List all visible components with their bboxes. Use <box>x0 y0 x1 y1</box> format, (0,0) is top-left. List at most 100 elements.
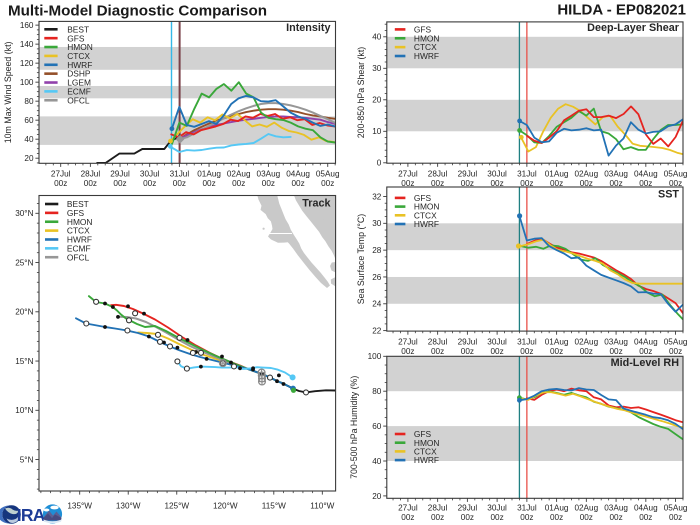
svg-text:00z: 00z <box>401 347 414 356</box>
svg-text:HMON: HMON <box>67 42 93 52</box>
svg-text:120°W: 120°W <box>213 501 238 510</box>
svg-text:100: 100 <box>20 78 34 87</box>
svg-text:15°N: 15°N <box>15 357 33 366</box>
svg-text:00z: 00z <box>54 179 67 188</box>
svg-text:31Jul: 31Jul <box>170 169 190 178</box>
svg-text:00z: 00z <box>232 179 245 188</box>
svg-text:40: 40 <box>372 33 382 42</box>
svg-text:00z: 00z <box>291 179 304 188</box>
svg-text:00z: 00z <box>639 513 652 522</box>
svg-text:20: 20 <box>24 154 34 163</box>
svg-text:32: 32 <box>372 192 382 201</box>
svg-text:00z: 00z <box>580 513 593 522</box>
svg-text:03Aug: 03Aug <box>604 503 628 512</box>
svg-text:OFCL: OFCL <box>67 95 90 105</box>
svg-text:29Jul: 29Jul <box>458 337 478 346</box>
svg-text:00z: 00z <box>401 513 414 522</box>
svg-text:115°W: 115°W <box>262 501 286 510</box>
svg-text:00z: 00z <box>520 513 533 522</box>
svg-text:02Aug: 02Aug <box>574 169 598 178</box>
svg-text:00z: 00z <box>490 179 503 188</box>
svg-text:05Aug: 05Aug <box>316 169 340 178</box>
svg-text:130°W: 130°W <box>116 501 141 510</box>
svg-text:60: 60 <box>372 422 382 431</box>
svg-text:00z: 00z <box>520 347 533 356</box>
svg-text:00z: 00z <box>113 179 126 188</box>
svg-text:Multi-Model Diagnostic Compari: Multi-Model Diagnostic Comparison <box>8 3 267 20</box>
svg-text:DSHP: DSHP <box>67 69 91 79</box>
svg-text:05Aug: 05Aug <box>664 337 688 346</box>
svg-text:05Aug: 05Aug <box>664 503 688 512</box>
svg-text:00z: 00z <box>669 513 682 522</box>
svg-text:00z: 00z <box>609 179 622 188</box>
svg-text:00z: 00z <box>550 179 563 188</box>
svg-text:160: 160 <box>20 21 34 30</box>
svg-text:01Aug: 01Aug <box>545 169 569 178</box>
svg-text:200-850 hPa Shear (kt): 200-850 hPa Shear (kt) <box>356 47 366 139</box>
svg-text:26: 26 <box>372 273 382 282</box>
svg-text:28Jul: 28Jul <box>81 169 101 178</box>
svg-text:HWRF: HWRF <box>67 235 92 245</box>
svg-text:28Jul: 28Jul <box>428 503 448 512</box>
svg-text:CTCX: CTCX <box>414 447 437 457</box>
svg-text:HILDA - EP082021: HILDA - EP082021 <box>557 2 686 19</box>
svg-text:27Jul: 27Jul <box>398 503 418 512</box>
svg-text:00z: 00z <box>262 179 275 188</box>
svg-text:05Aug: 05Aug <box>664 169 688 178</box>
svg-text:28Jul: 28Jul <box>428 337 448 346</box>
svg-text:30°N: 30°N <box>15 209 33 218</box>
svg-text:40: 40 <box>372 457 382 466</box>
svg-text:HMON: HMON <box>414 202 440 212</box>
svg-text:CTCX: CTCX <box>67 51 90 61</box>
svg-text:00z: 00z <box>431 513 444 522</box>
svg-text:02Aug: 02Aug <box>574 337 598 346</box>
svg-text:HMON: HMON <box>67 217 93 227</box>
svg-text:29Jul: 29Jul <box>458 169 478 178</box>
svg-text:30: 30 <box>372 219 382 228</box>
svg-text:Mid-Level RH: Mid-Level RH <box>611 357 680 369</box>
svg-text:28Jul: 28Jul <box>428 169 448 178</box>
svg-text:30Jul: 30Jul <box>487 337 507 346</box>
svg-text:0: 0 <box>377 159 382 168</box>
svg-text:80: 80 <box>24 97 34 106</box>
svg-text:24: 24 <box>372 300 382 309</box>
svg-text:00z: 00z <box>639 179 652 188</box>
svg-text:ECMF: ECMF <box>67 243 91 253</box>
svg-text:IRA: IRA <box>17 505 46 525</box>
svg-text:00z: 00z <box>550 513 563 522</box>
svg-text:03Aug: 03Aug <box>257 169 281 178</box>
svg-text:27Jul: 27Jul <box>398 169 418 178</box>
svg-text:29Jul: 29Jul <box>458 503 478 512</box>
svg-text:20°N: 20°N <box>15 308 33 317</box>
svg-text:01Aug: 01Aug <box>545 337 569 346</box>
svg-text:SST: SST <box>658 188 679 200</box>
svg-text:00z: 00z <box>669 179 682 188</box>
svg-text:140: 140 <box>20 40 34 49</box>
svg-text:20: 20 <box>372 96 382 105</box>
svg-text:CTCX: CTCX <box>414 210 437 220</box>
svg-text:GFS: GFS <box>67 33 85 43</box>
svg-text:00z: 00z <box>461 513 474 522</box>
svg-text:10°N: 10°N <box>15 406 33 415</box>
svg-text:HWRF: HWRF <box>414 455 439 465</box>
svg-text:27Jul: 27Jul <box>51 169 71 178</box>
svg-text:22: 22 <box>372 327 382 336</box>
svg-text:Intensity: Intensity <box>286 22 330 34</box>
svg-text:04Aug: 04Aug <box>634 337 658 346</box>
svg-text:00z: 00z <box>461 347 474 356</box>
svg-text:700-500 hPa Humidity (%): 700-500 hPa Humidity (%) <box>349 376 359 479</box>
svg-text:00z: 00z <box>550 347 563 356</box>
svg-text:04Aug: 04Aug <box>286 169 310 178</box>
svg-text:HMON: HMON <box>414 33 440 43</box>
svg-text:04Aug: 04Aug <box>634 503 658 512</box>
svg-text:GFS: GFS <box>414 193 432 203</box>
svg-text:00z: 00z <box>609 347 622 356</box>
svg-text:OFCL: OFCL <box>67 252 90 262</box>
svg-text:31Jul: 31Jul <box>517 169 537 178</box>
svg-text:110°W: 110°W <box>310 501 334 510</box>
svg-text:00z: 00z <box>580 179 593 188</box>
svg-text:00z: 00z <box>401 179 414 188</box>
svg-text:31Jul: 31Jul <box>517 337 537 346</box>
svg-text:00z: 00z <box>431 347 444 356</box>
svg-text:120: 120 <box>20 59 34 68</box>
